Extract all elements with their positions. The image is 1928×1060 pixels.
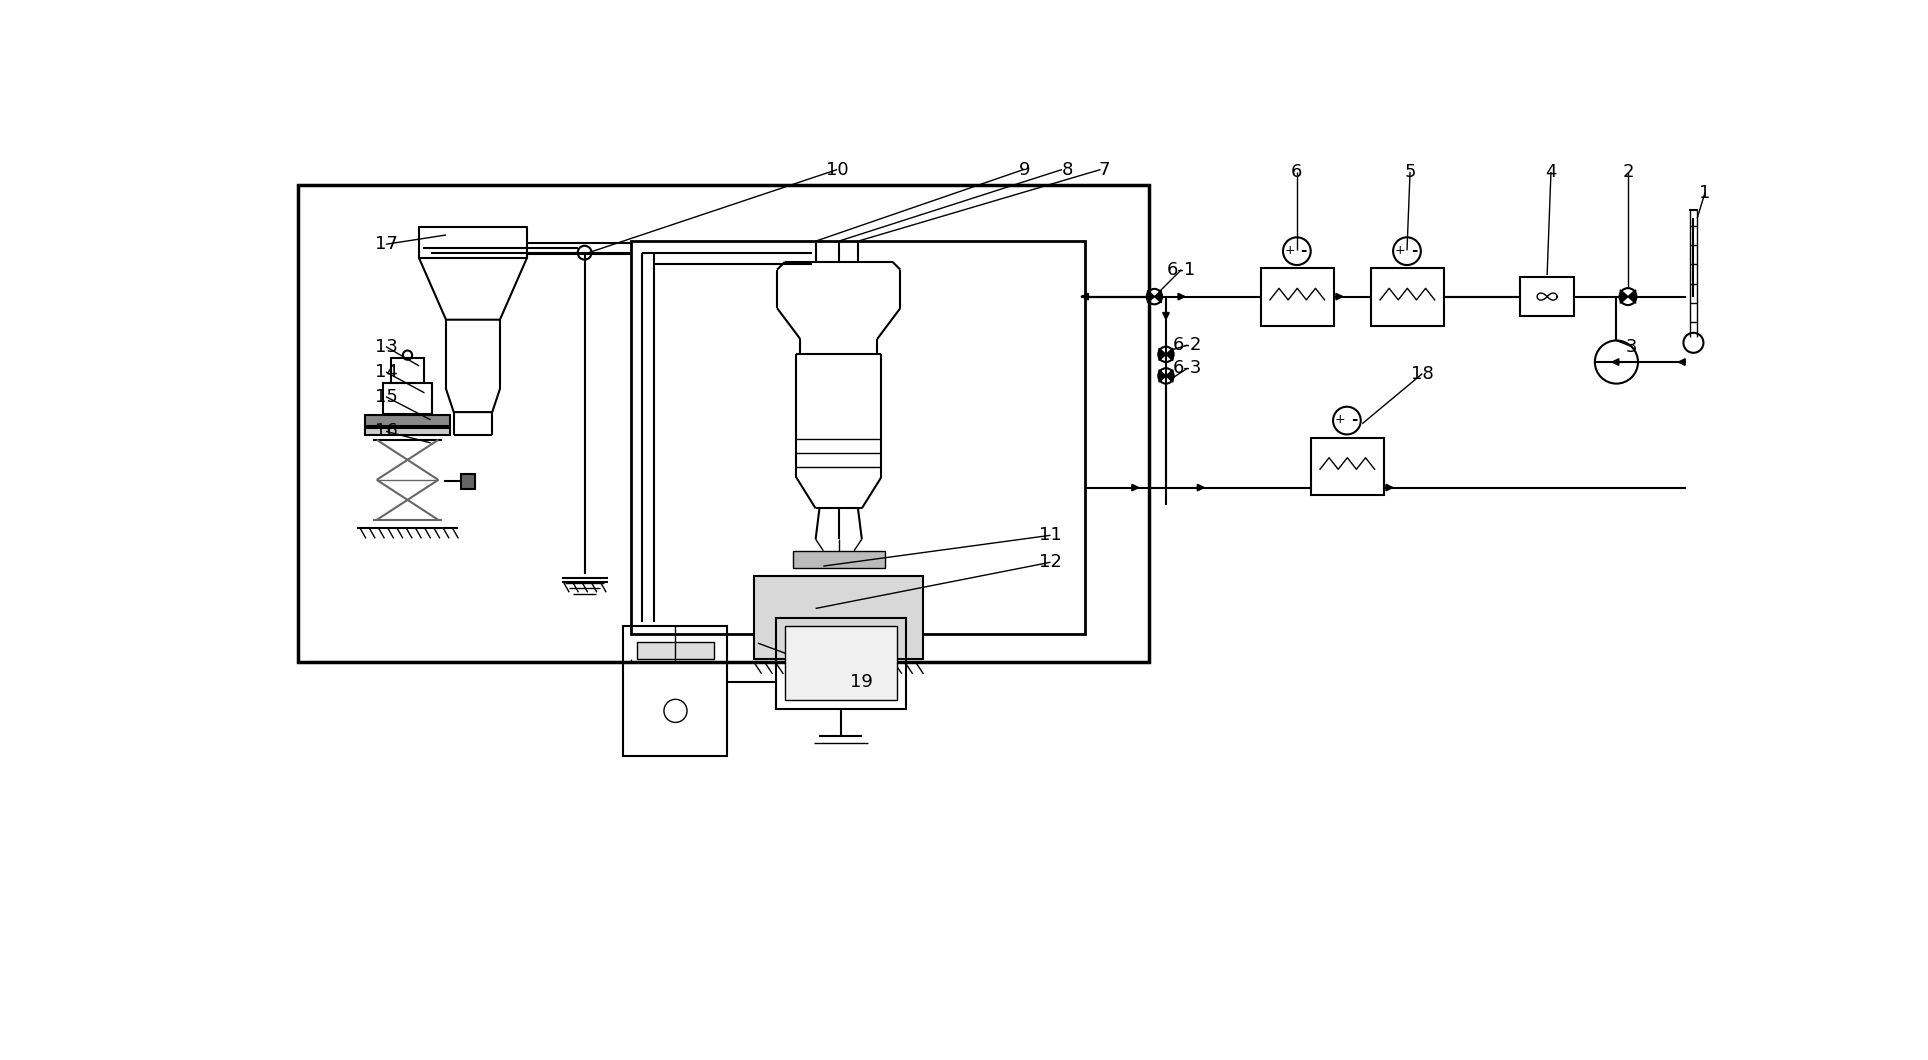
Text: 19: 19 xyxy=(850,673,873,691)
Polygon shape xyxy=(1159,348,1166,360)
Text: -: - xyxy=(1352,412,1357,427)
Text: 2: 2 xyxy=(1621,163,1633,181)
Text: 4: 4 xyxy=(1544,163,1556,181)
Text: 3: 3 xyxy=(1625,338,1637,356)
Bar xyxy=(1311,438,1384,495)
Polygon shape xyxy=(1166,348,1172,360)
Bar xyxy=(461,474,476,489)
Text: 14: 14 xyxy=(374,364,397,381)
Bar xyxy=(299,184,1149,662)
Bar xyxy=(636,641,713,658)
Bar xyxy=(775,618,906,709)
Text: 17: 17 xyxy=(374,235,397,253)
Text: 13: 13 xyxy=(374,338,397,356)
Text: 1: 1 xyxy=(1699,183,1710,201)
Text: 15: 15 xyxy=(374,388,397,406)
Polygon shape xyxy=(1166,370,1172,382)
Text: 11: 11 xyxy=(1039,527,1062,544)
Text: 12: 12 xyxy=(1039,553,1062,571)
Bar xyxy=(785,626,897,700)
Bar xyxy=(1371,268,1444,325)
Bar xyxy=(754,577,924,659)
Bar xyxy=(630,242,1085,634)
Bar xyxy=(391,358,424,383)
Polygon shape xyxy=(1155,290,1161,303)
Bar xyxy=(1519,278,1573,316)
Text: 6-3: 6-3 xyxy=(1172,359,1203,377)
Text: +: + xyxy=(1284,244,1296,257)
Polygon shape xyxy=(1620,289,1627,303)
Text: 5: 5 xyxy=(1404,163,1415,181)
Bar xyxy=(792,551,885,568)
Polygon shape xyxy=(1627,289,1635,303)
Bar xyxy=(384,383,432,413)
Text: 9: 9 xyxy=(1020,160,1031,178)
Text: 8: 8 xyxy=(1062,160,1074,178)
Text: 6-1: 6-1 xyxy=(1166,261,1195,279)
Polygon shape xyxy=(1147,290,1155,303)
Bar xyxy=(364,416,449,426)
Text: +: + xyxy=(1394,244,1406,257)
Text: 18: 18 xyxy=(1411,365,1434,383)
Text: 6: 6 xyxy=(1292,163,1303,181)
Text: 7: 7 xyxy=(1099,160,1111,178)
Text: 6-2: 6-2 xyxy=(1172,336,1203,354)
Polygon shape xyxy=(1159,370,1166,382)
Text: -: - xyxy=(1411,243,1417,258)
Text: -: - xyxy=(1301,243,1307,258)
Bar xyxy=(364,427,449,436)
Bar xyxy=(1261,268,1334,325)
Bar xyxy=(623,626,727,756)
Text: +: + xyxy=(1334,413,1346,426)
Text: 16: 16 xyxy=(374,422,397,440)
Text: 10: 10 xyxy=(825,160,848,178)
